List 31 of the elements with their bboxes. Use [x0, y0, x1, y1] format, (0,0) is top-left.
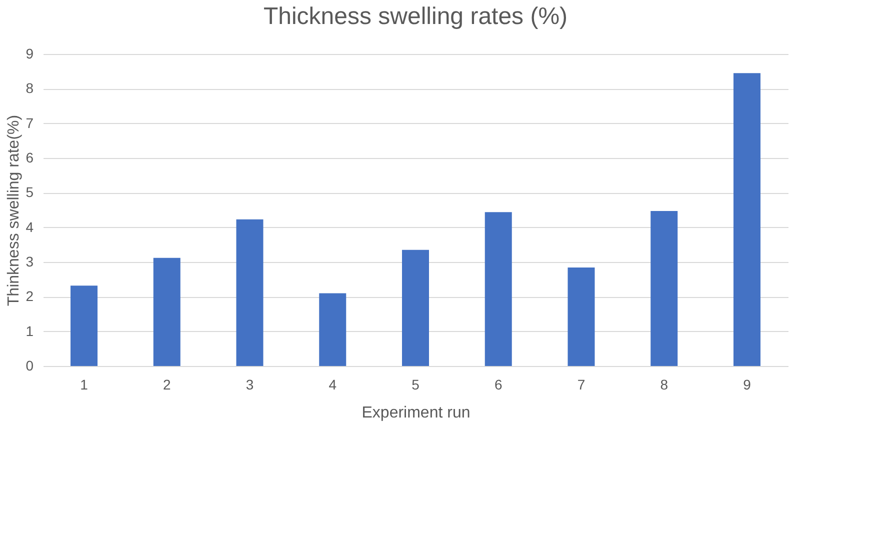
y-tick-label: 9	[26, 46, 34, 62]
y-tick-label: 8	[26, 80, 34, 96]
bar	[70, 286, 98, 366]
x-tick-label: 5	[412, 376, 420, 392]
y-tick-label: 1	[26, 322, 34, 339]
x-tick-label: 1	[80, 376, 88, 392]
x-axis-title: Experiment run	[362, 404, 470, 422]
y-tick-label: 4	[26, 218, 34, 235]
bar	[484, 212, 512, 366]
x-tick-label: 7	[577, 376, 586, 392]
y-tick-label: 3	[26, 254, 34, 270]
bar	[733, 73, 760, 366]
y-tick-label: 5	[26, 184, 34, 200]
y-tick-label: 7	[26, 114, 34, 131]
x-tick-label: 4	[328, 376, 337, 392]
x-tick-label: 2	[162, 376, 171, 392]
chart-title: Thickness swelling rates (%)	[263, 3, 568, 30]
x-tick-label: 3	[246, 376, 254, 392]
bar	[568, 268, 595, 366]
bar	[319, 293, 346, 366]
y-axis-title: Thinkness swelling rate(%)	[6, 114, 23, 306]
y-tick-label: 0	[26, 358, 34, 374]
y-tick-label: 2	[26, 288, 34, 304]
y-tick-label: 6	[26, 150, 34, 166]
x-tick-label: 6	[494, 376, 502, 392]
bar	[236, 219, 264, 366]
x-tick-label: 9	[743, 376, 752, 392]
bar	[402, 250, 429, 366]
bar	[650, 211, 678, 366]
bar	[153, 258, 180, 366]
x-tick-label: 8	[660, 376, 668, 392]
